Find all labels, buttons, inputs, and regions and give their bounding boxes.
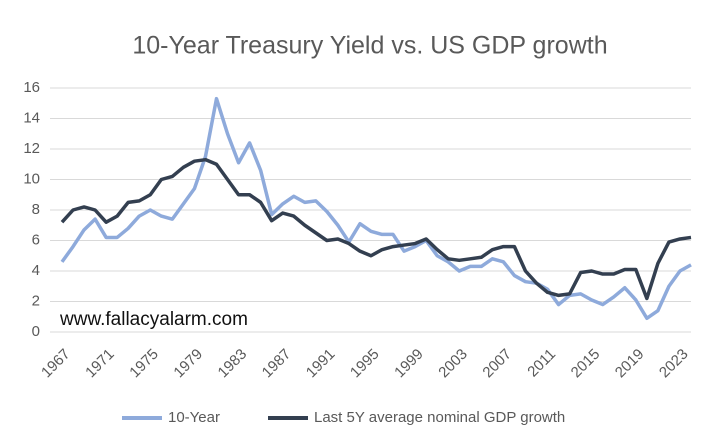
x-tick-label: 2019 [612,346,648,382]
y-tick-label: 12 [23,140,40,157]
x-tick-label: 1987 [259,346,295,382]
x-tick-label: 1967 [38,346,74,382]
series-line [60,157,692,301]
x-tick-label: 2007 [479,346,515,382]
watermark: www.fallacyalarm.com [59,309,248,330]
x-tick-label: 2003 [435,346,471,382]
legend-label: 10-Year [168,409,220,426]
x-tick-label: 1971 [82,346,118,382]
x-tick-label: 1999 [391,346,427,382]
x-tick-label: 2015 [568,346,604,382]
y-tick-label: 10 [23,170,40,187]
y-tick-label: 8 [32,201,40,218]
y-tick-label: 2 [32,292,40,309]
legend-label: Last 5Y average nominal GDP growth [314,409,565,426]
y-tick-label: 16 [23,79,40,96]
series-line [60,96,692,321]
x-tick-label: 1991 [303,346,339,382]
x-tick-label: 1975 [126,346,162,382]
y-tick-label: 6 [32,231,40,248]
chart-title: 10-Year Treasury Yield vs. US GDP growth [132,32,607,60]
x-tick-label: 2011 [524,346,559,381]
x-tick-label: 1995 [347,346,383,382]
x-tick-label: 2023 [656,346,692,382]
x-tick-label: 1979 [170,346,206,382]
y-tick-label: 0 [32,323,40,340]
y-tick-label: 4 [32,262,40,279]
x-tick-label: 1983 [215,346,251,382]
y-tick-label: 14 [23,109,40,126]
